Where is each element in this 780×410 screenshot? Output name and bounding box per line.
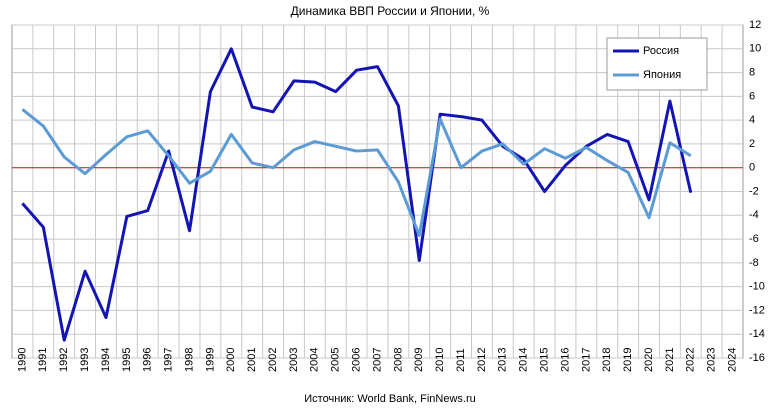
y-tick-label: 4 <box>749 114 755 126</box>
legend-box <box>606 37 708 91</box>
x-tick-label: 1994 <box>100 348 112 372</box>
y-tick-label: -8 <box>749 257 759 269</box>
x-tick-label: 2007 <box>371 348 383 372</box>
x-tick-label: 2017 <box>580 348 592 372</box>
y-tick-label: 2 <box>749 138 755 150</box>
x-tick-label: 1995 <box>121 348 133 372</box>
y-tick-label: -2 <box>749 185 759 197</box>
x-tick-label: 2010 <box>434 348 446 372</box>
x-tick-label: 1991 <box>37 348 49 372</box>
y-tick-label: 6 <box>749 90 755 102</box>
x-tick-label: 1997 <box>163 348 175 372</box>
x-tick-label: 2011 <box>455 348 467 372</box>
x-tick-label: 1998 <box>183 348 195 372</box>
x-tick-label: 2015 <box>538 348 550 372</box>
x-tick-label: 2002 <box>267 348 279 372</box>
source: Источник: World Bank, FinNews.ru <box>304 393 475 405</box>
x-tick-label: 2016 <box>559 348 571 372</box>
x-tick-label: 2003 <box>288 348 300 372</box>
x-tick-label: 2023 <box>706 348 718 372</box>
x-tick-label: 2013 <box>497 348 509 372</box>
x-tick-label: 2000 <box>225 348 237 372</box>
x-tick-label: 2005 <box>330 348 342 372</box>
x-tick-label: 2018 <box>601 348 613 372</box>
y-tick-label: -6 <box>749 233 759 245</box>
y-tick-label: 8 <box>749 66 755 78</box>
y-tick-label: -14 <box>749 328 765 340</box>
series-line <box>21 108 692 238</box>
x-tick-label: 1999 <box>204 348 216 372</box>
x-tick-label: 2008 <box>392 348 404 372</box>
x-tick-label: 1990 <box>16 348 28 372</box>
y-tick-label: -16 <box>749 352 765 364</box>
legend-label: Япония <box>643 69 681 81</box>
legend-label: Россия <box>643 45 679 57</box>
y-tick-label: 10 <box>749 43 761 55</box>
x-tick-label: 2012 <box>476 348 488 372</box>
x-tick-label: 2009 <box>413 348 425 372</box>
chart-title: Динамика ВВП России и Японии, % <box>291 4 490 18</box>
x-tick-label: 2006 <box>351 348 363 372</box>
x-tick-label: 1992 <box>58 348 70 372</box>
x-tick-label: 2022 <box>685 348 697 372</box>
y-tick-label: 12 <box>749 19 761 31</box>
x-tick-label: 2019 <box>622 348 634 372</box>
x-tick-label: 2020 <box>643 348 655 372</box>
x-tick-label: 1996 <box>142 348 154 372</box>
x-tick-label: 2021 <box>664 348 676 372</box>
x-tick-label: 2001 <box>246 348 258 372</box>
y-tick-label: -12 <box>749 304 765 316</box>
x-tick-label: 2004 <box>309 348 321 372</box>
x-tick-label: 2024 <box>726 348 738 372</box>
x-tick-label: 2014 <box>518 348 530 372</box>
y-tick-label: 0 <box>749 162 755 174</box>
y-tick-label: -4 <box>749 209 759 221</box>
x-tick-label: 1993 <box>79 348 91 372</box>
y-tick-label: -10 <box>749 281 765 293</box>
